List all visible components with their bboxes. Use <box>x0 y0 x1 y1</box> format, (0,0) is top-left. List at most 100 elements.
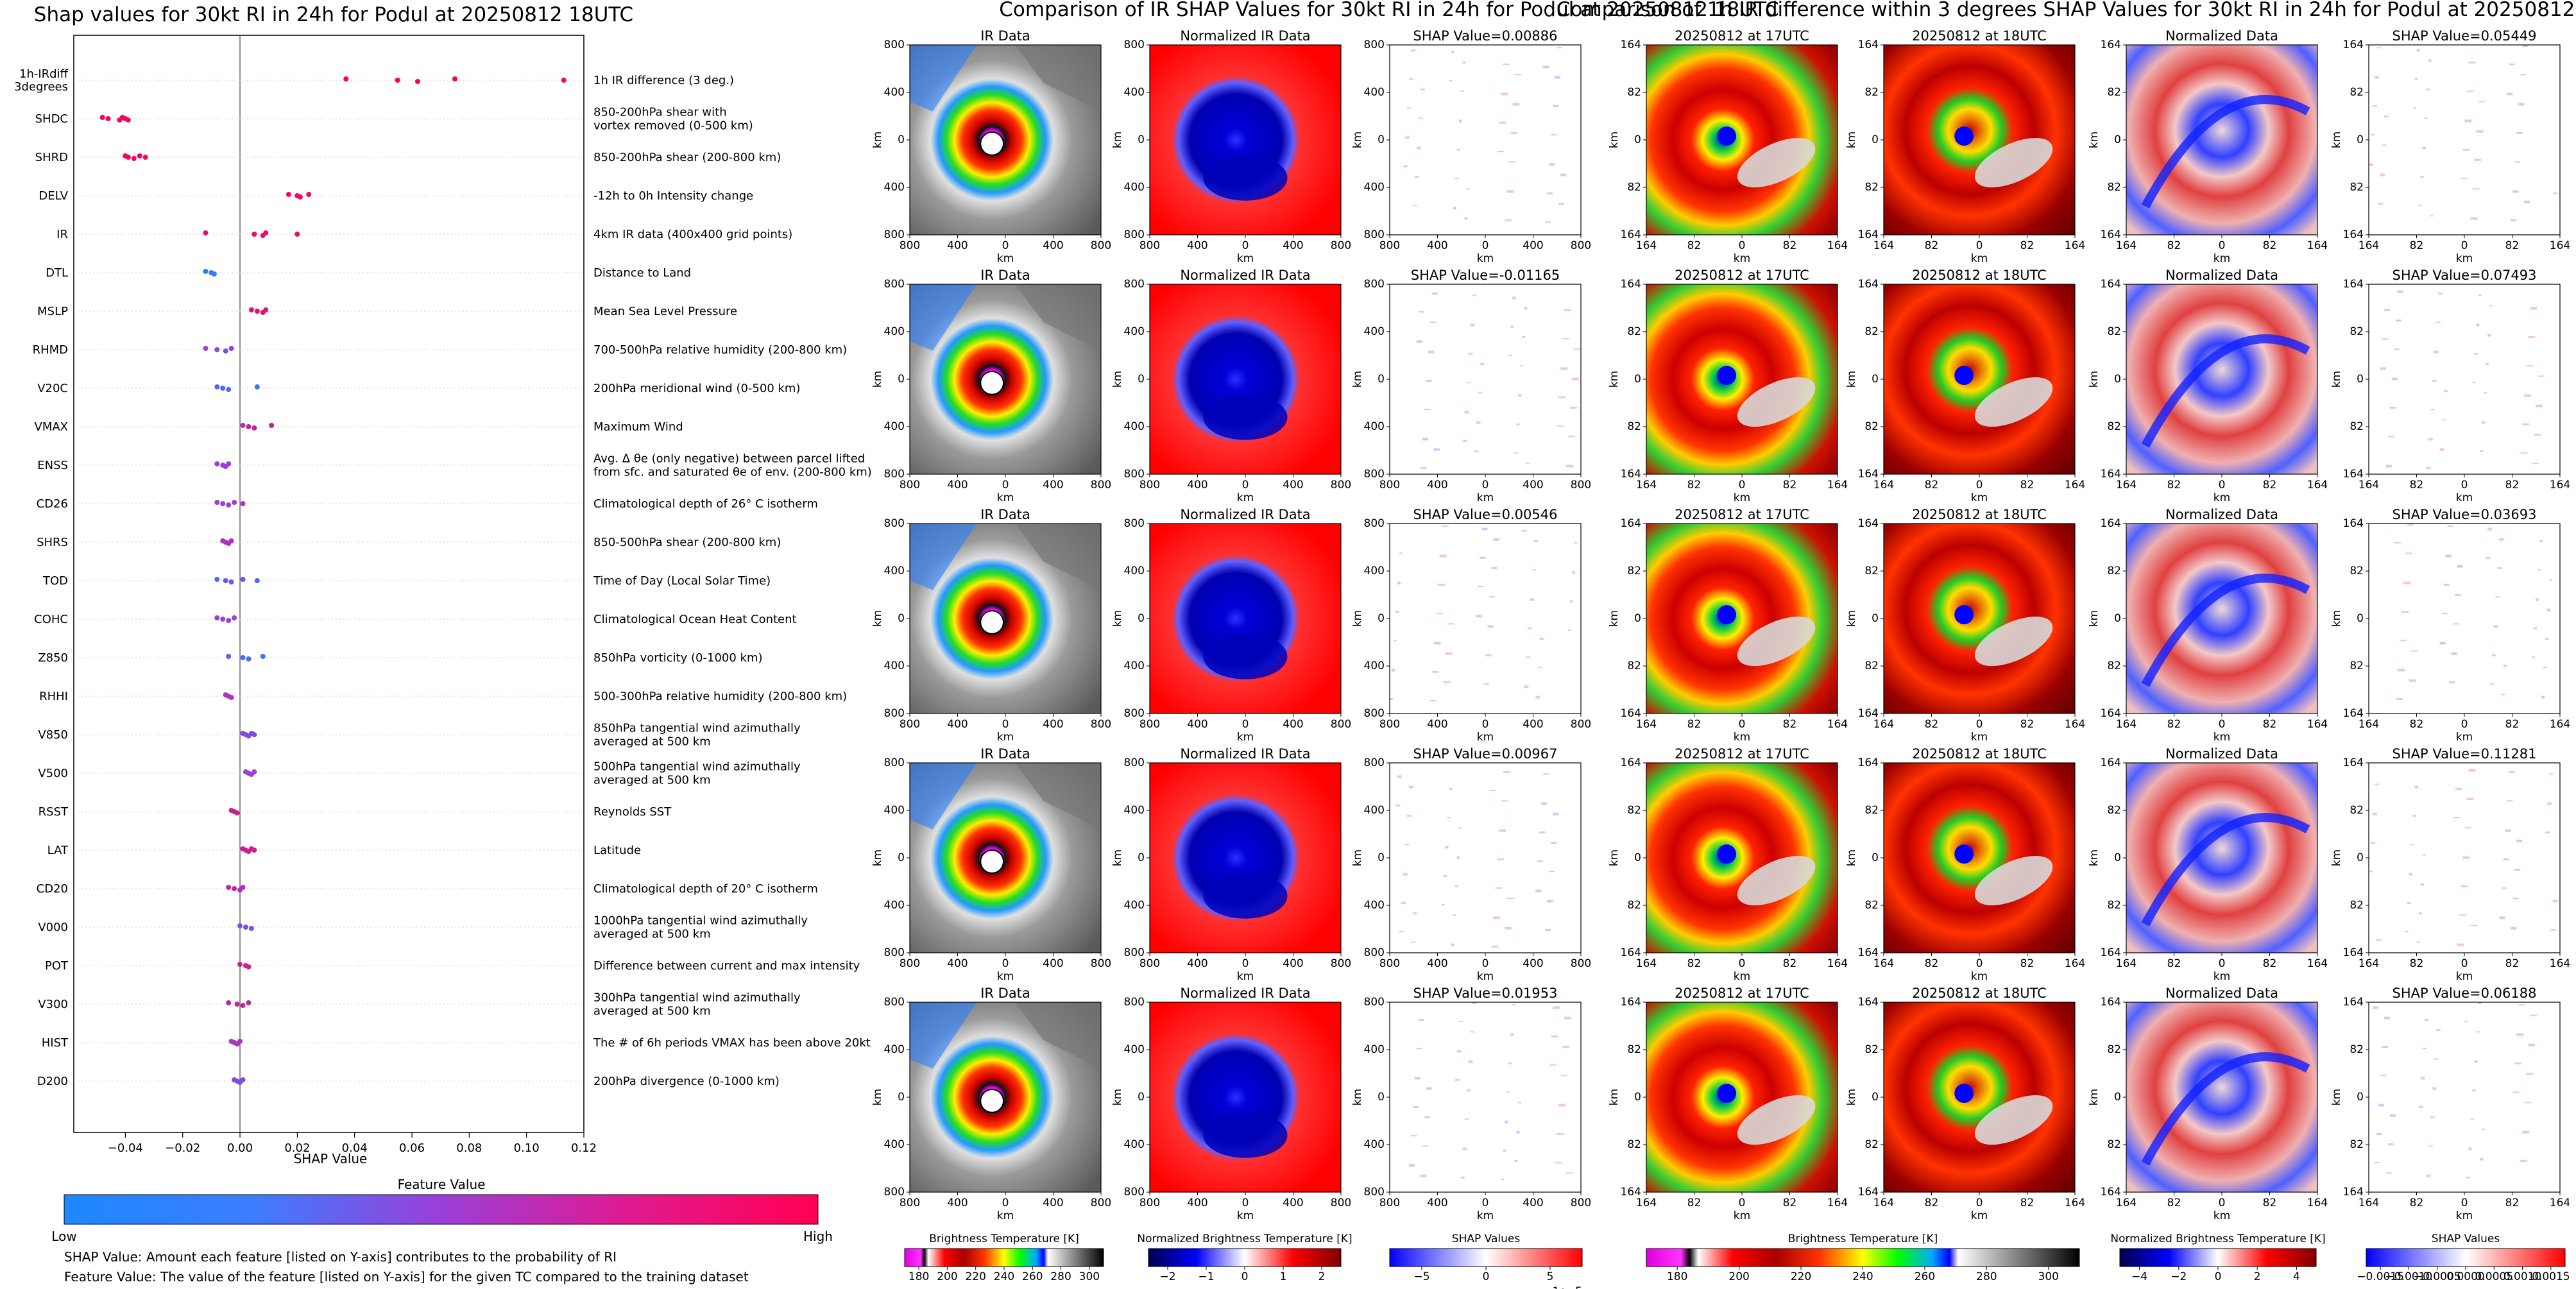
colorbar-tick-label: 5 <box>1547 1270 1554 1283</box>
x-tick-label: 82 <box>1687 718 1702 731</box>
x-tick-label: 82 <box>2167 957 2181 970</box>
y-tick-label: 164 <box>1858 946 1879 959</box>
shap-speckle <box>2435 1029 2441 1032</box>
colorbar-tick-label: 2 <box>2254 1270 2261 1283</box>
colorbar-high: High <box>803 1229 833 1244</box>
shap-speckle <box>2382 144 2387 146</box>
y-tick-label: 164 <box>1621 38 1641 51</box>
feature-label: RHHI <box>39 690 68 703</box>
y-tick-label: 800 <box>1124 1186 1145 1199</box>
shap-speckle <box>2428 59 2432 62</box>
shap-speckle <box>2524 1102 2532 1104</box>
cold-band <box>1974 855 2053 906</box>
shap-speckle <box>2422 146 2426 149</box>
x-tick-label: 0 <box>2461 957 2468 970</box>
x-axis-unit: km <box>997 731 1014 744</box>
x-axis-unit: km <box>1971 252 1988 265</box>
shap-speckle <box>1512 103 1520 106</box>
shap-map <box>2369 284 2560 474</box>
x-axis-unit: km <box>2456 252 2473 265</box>
shap-speckle <box>2376 939 2381 942</box>
feature-label: CD20 <box>37 882 68 896</box>
shap-speckle <box>2538 569 2541 571</box>
x-tick-label: 0 <box>1482 718 1489 731</box>
shap-speckle <box>1478 586 1484 588</box>
colorbar-tick-label: 0 <box>1241 1270 1249 1283</box>
x-tick-label: 800 <box>1091 957 1111 970</box>
shap-speckle <box>2420 883 2424 886</box>
colorbar-tick-label: −0.0010 <box>2385 1270 2433 1283</box>
x-tick-label: 0.10 <box>514 1141 540 1155</box>
x-axis-unit: km <box>2213 1209 2230 1222</box>
shap-speckle <box>1460 1176 1465 1179</box>
shap-speckle <box>1456 1050 1462 1053</box>
shap-speckle <box>1489 790 1497 792</box>
feature-label: COHC <box>34 613 68 626</box>
subplot-title: IR Data <box>980 986 1030 1001</box>
shap-speckle <box>1528 627 1533 629</box>
colorbar-label: Brightness Temperature [K] <box>1788 1233 1938 1245</box>
y-axis-unit: km <box>871 1089 884 1105</box>
feature-label: RSST <box>38 805 69 819</box>
shap-speckle <box>2453 623 2459 625</box>
shap-speckle <box>2441 419 2446 421</box>
y-tick-label: 400 <box>1124 899 1145 912</box>
shap-speckle <box>2524 394 2532 397</box>
x-tick-label: 82 <box>2410 479 2424 491</box>
x-tick-label: 400 <box>1043 718 1063 731</box>
y-tick-label: 164 <box>2101 996 2121 1009</box>
shap-speckle <box>2482 1129 2486 1131</box>
y-axis-unit: km <box>1608 1089 1621 1105</box>
shap-speckle <box>1506 898 1514 900</box>
shap-speckle <box>1518 394 1522 397</box>
y-tick-label: 0 <box>2357 133 2364 146</box>
x-axis-unit: km <box>1237 970 1254 983</box>
shap-speckle <box>2534 433 2541 436</box>
shap-speckle <box>1462 1147 1467 1150</box>
shap-speckle <box>1499 829 1506 832</box>
shap-map <box>2369 1002 2560 1192</box>
shap-speckle <box>2428 1145 2433 1147</box>
shap-speckle <box>1422 438 1428 441</box>
ir-warm-region <box>1014 284 1101 351</box>
shap-speckle <box>1426 1087 1432 1090</box>
cold-band <box>1737 616 1816 667</box>
y-axis-unit: km <box>2330 610 2343 627</box>
feature-label: ENSS <box>37 459 68 472</box>
x-axis-unit: km <box>1237 731 1254 744</box>
y-tick-label: 82 <box>1864 86 1879 99</box>
shap-speckle <box>2476 323 2480 327</box>
shap-point <box>232 615 237 620</box>
x-tick-label: 82 <box>2505 957 2520 970</box>
shap-point <box>294 232 300 237</box>
shap-point <box>243 925 248 930</box>
shap-map <box>1390 284 1581 474</box>
shap-speckle <box>2536 404 2543 407</box>
x-tick-label: 0 <box>1482 239 1489 252</box>
shap-speckle <box>2399 640 2407 642</box>
shap-speckle <box>1454 885 1458 887</box>
colorbar-tick-label: −2 <box>2171 1270 2187 1283</box>
eye-marker <box>980 849 1005 874</box>
shap-speckle <box>1520 365 1524 367</box>
shap-speckle <box>2391 377 2398 380</box>
x-tick-label: 400 <box>1427 479 1447 491</box>
y-tick-label: 164 <box>1621 517 1641 530</box>
x-tick-label: 0 <box>1976 239 1983 252</box>
shap-point <box>228 579 234 585</box>
shap-speckle <box>2514 161 2521 163</box>
x-tick-label: 0 <box>1482 479 1489 491</box>
cold-band <box>1737 855 1816 906</box>
x-tick-label: 82 <box>2167 239 2181 252</box>
shap-speckle <box>1481 527 1488 531</box>
shap-point <box>234 1002 240 1007</box>
y-tick-label: 800 <box>1364 278 1385 291</box>
note-shap-value: SHAP Value: Amount each feature [listed … <box>64 1249 617 1265</box>
x-tick-label: 0 <box>1976 479 1983 491</box>
y-tick-label: 800 <box>1124 946 1145 959</box>
shap-speckle <box>2505 829 2511 832</box>
normalized-image <box>1150 763 1341 953</box>
shap-speckle <box>1466 188 1470 190</box>
x-tick-label: 400 <box>1283 479 1303 491</box>
ir-colorbars: Brightness Temperature [K]180 200 220 240 26… <box>904 1233 1583 1289</box>
